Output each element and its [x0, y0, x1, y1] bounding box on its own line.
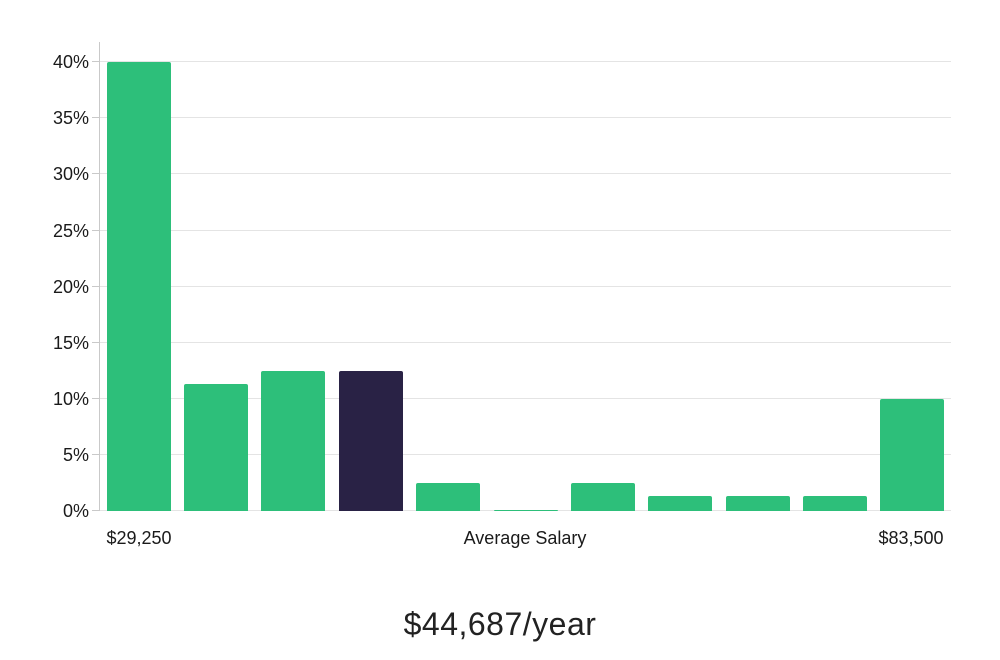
bar[interactable]: [184, 384, 249, 511]
gridline: [100, 341, 951, 343]
x-axis-label-average-salary: Average Salary: [463, 528, 587, 548]
y-axis-tick-label: 40%: [52, 52, 89, 73]
y-axis-tick-label: 30%: [52, 164, 89, 185]
plot-area: 0% 5% 10% 15% 20% 25% 30% 35% 40%: [53, 42, 951, 521]
y-axis-tick: [92, 117, 99, 119]
y-axis-tick-label: 20%: [52, 276, 89, 297]
x-axis-label-max-salary: $83,500: [878, 528, 944, 548]
x-axis-label-min-salary: $29,250: [106, 528, 172, 548]
bar[interactable]: [802, 496, 867, 511]
y-axis-tick-label: 0%: [62, 501, 89, 521]
y-axis-tick: [92, 397, 99, 399]
y-axis-tick-label: 5%: [62, 444, 89, 465]
bar[interactable]: [880, 398, 945, 511]
y-axis-tick-label: 15%: [52, 332, 89, 353]
y-axis-tick: [92, 173, 99, 175]
y-axis-tick-label: 10%: [52, 388, 89, 409]
y-axis-tick: [92, 229, 99, 231]
y-axis-tick: [92, 453, 99, 455]
y-axis-tick: [92, 61, 99, 63]
y-axis-tick-label: 35%: [52, 108, 89, 129]
y-axis-tick: [92, 341, 99, 343]
bar[interactable]: [648, 496, 713, 511]
gridline: [100, 173, 951, 175]
bar[interactable]: [261, 370, 326, 511]
gridline: [100, 285, 951, 287]
gridline: [100, 117, 951, 119]
y-axis-tick: [92, 510, 99, 511]
y-axis-tick-label: 25%: [52, 220, 89, 241]
gridline: [100, 453, 951, 455]
y-axis-tick: [92, 285, 99, 287]
gridline: [100, 229, 951, 231]
average-salary-value: $44,687/year: [403, 606, 597, 642]
bar[interactable]: [570, 482, 635, 511]
gridline: [100, 397, 951, 399]
bar[interactable]: [106, 62, 171, 511]
gridline: [100, 61, 951, 63]
bar[interactable]: [725, 496, 790, 511]
bar[interactable]: [416, 482, 481, 511]
bar-highlighted[interactable]: [338, 370, 403, 511]
bar[interactable]: [493, 509, 558, 511]
